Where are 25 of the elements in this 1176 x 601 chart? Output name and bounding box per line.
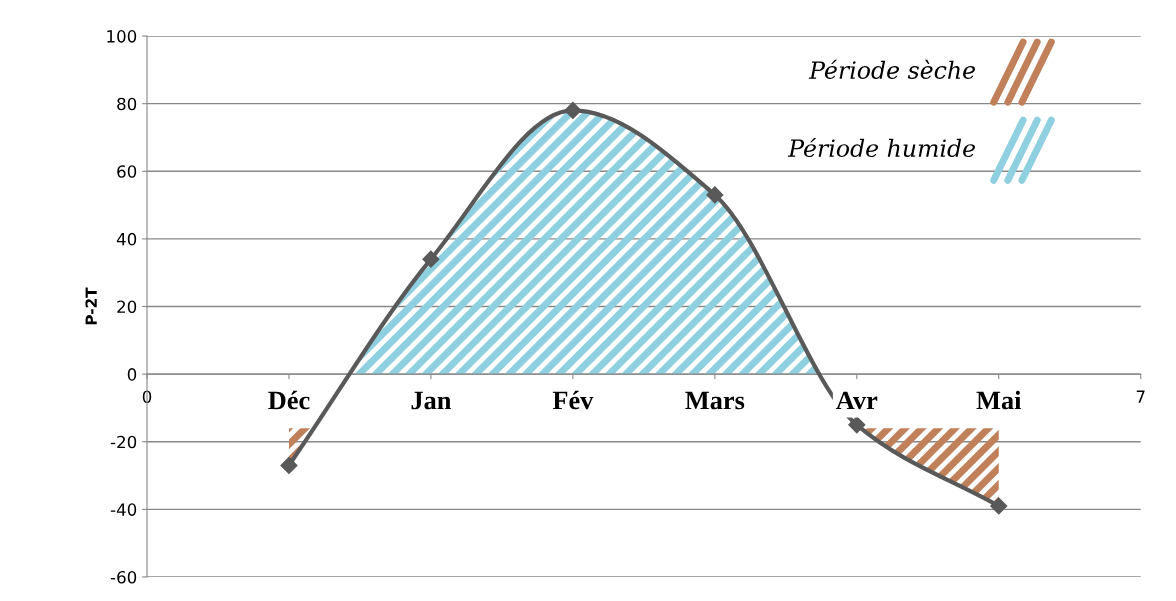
annotation: Jan [411, 391, 452, 410]
annotation: Mai [976, 390, 1022, 410]
y-tick-label: 80 [117, 97, 137, 111]
y-tick-label: 40 [116, 232, 137, 246]
y-tick-label: 20 [117, 300, 137, 314]
y-tick-label: 100 [107, 30, 137, 43]
y-tick-label: 0 [127, 368, 137, 381]
point [280, 456, 298, 474]
y-tick-label: -20 [110, 435, 137, 449]
annotation: Mars [685, 391, 745, 410]
point [564, 101, 582, 119]
annotation: Fév [552, 390, 594, 410]
x-tick-label: 7 [1136, 390, 1145, 403]
annotation: Déc [268, 390, 310, 410]
annotation: Période sèche [808, 59, 976, 79]
point [422, 250, 440, 268]
y-tick-label: -40 [110, 503, 137, 516]
point [706, 186, 724, 204]
annotation: Période humide [787, 137, 976, 158]
y-tick-label: 60 [117, 165, 137, 178]
annotation: Avr [836, 391, 878, 410]
point [848, 416, 866, 434]
point [990, 497, 1008, 515]
y-axis-title: P-2T [85, 287, 97, 325]
y-tick-label: -60 [110, 570, 137, 584]
